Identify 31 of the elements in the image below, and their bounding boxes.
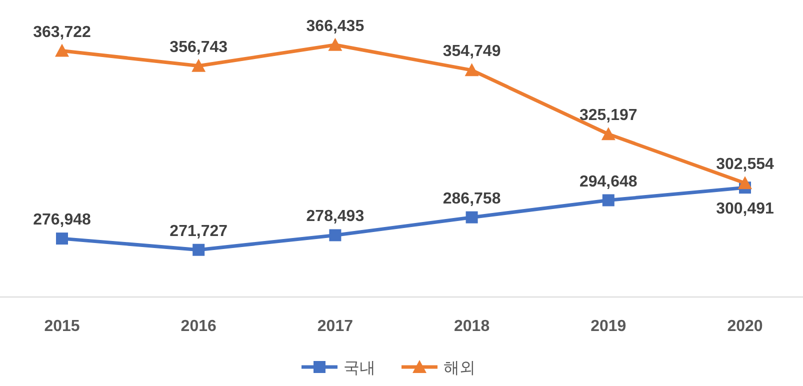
x-tick-label: 2016 bbox=[180, 318, 216, 335]
data-label: 366,435 bbox=[306, 18, 364, 35]
point bbox=[55, 44, 69, 57]
point bbox=[56, 232, 68, 245]
x-tick-label: 2018 bbox=[454, 318, 490, 335]
data-label: 278,493 bbox=[306, 208, 364, 226]
point bbox=[192, 58, 206, 72]
data-label: 300,491 bbox=[716, 200, 774, 218]
legend-label: 해외 bbox=[444, 360, 476, 377]
data-label: 271,727 bbox=[170, 222, 228, 240]
x-tick-label: 2020 bbox=[727, 318, 763, 335]
legend-label: 국내 bbox=[344, 360, 376, 377]
point bbox=[601, 127, 616, 140]
data-label: 286,758 bbox=[442, 190, 501, 208]
data-label: 363,722 bbox=[33, 24, 92, 41]
point bbox=[329, 229, 342, 242]
data-label: 325,197 bbox=[579, 107, 638, 124]
point bbox=[466, 211, 478, 224]
point bbox=[464, 63, 479, 76]
x-tick-label: 2015 bbox=[44, 318, 80, 335]
data-label: 354,749 bbox=[442, 43, 501, 60]
data-label: 276,948 bbox=[33, 212, 92, 229]
point bbox=[602, 194, 614, 206]
point bbox=[738, 176, 752, 190]
point bbox=[328, 38, 342, 51]
data-label: 294,648 bbox=[579, 173, 638, 190]
x-tick-label: 2017 bbox=[317, 318, 354, 335]
data-label: 302,554 bbox=[716, 156, 774, 174]
data-label: 356,743 bbox=[170, 38, 228, 56]
point bbox=[192, 244, 205, 256]
x-tick-label: 2019 bbox=[590, 318, 626, 335]
